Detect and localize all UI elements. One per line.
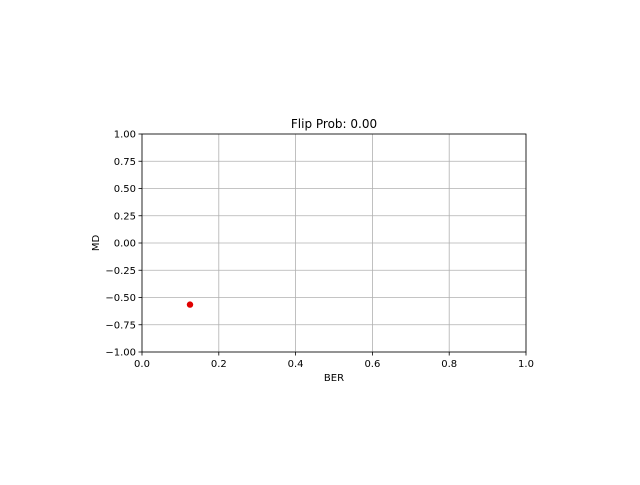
- x-tick-label: 0.2: [211, 359, 227, 370]
- y-tick-label: 1.00: [114, 130, 136, 141]
- chart-title: Flip Prob: 0.00: [291, 117, 377, 131]
- y-tick-label: −0.75: [105, 320, 136, 331]
- y-tick-label: −1.00: [105, 348, 136, 359]
- x-tick-label: 0.4: [288, 359, 304, 370]
- x-axis-ticks: 0.0 0.2 0.4 0.6 0.8 1.0: [134, 352, 534, 370]
- data-points: [186, 301, 194, 308]
- x-tick: 0.6: [364, 352, 380, 370]
- y-tick-label: −0.25: [105, 266, 136, 277]
- x-tick-label: 0.8: [441, 359, 457, 370]
- x-tick: 0.8: [441, 352, 457, 370]
- y-tick: −1.00: [105, 348, 142, 359]
- y-tick: −0.50: [105, 293, 142, 304]
- y-tick-label: −0.50: [105, 293, 136, 304]
- y-tick: −0.25: [105, 266, 142, 277]
- y-tick: 0.50: [114, 184, 142, 195]
- y-tick: −0.75: [105, 320, 142, 331]
- y-axis-ticks: −1.00 −0.75 −0.50 −0.25 0.00 0.25 0.50 0.75 1.00: [105, 130, 142, 359]
- y-tick-label: 0.50: [114, 184, 136, 195]
- y-tick: 0.25: [114, 211, 142, 222]
- y-tick-label: 0.75: [114, 157, 136, 168]
- x-tick: 0.4: [288, 352, 304, 370]
- x-axis-label: BER: [324, 373, 344, 384]
- x-tick: 1.0: [518, 352, 534, 370]
- data-point: [186, 301, 194, 308]
- x-tick-label: 0.0: [134, 359, 150, 370]
- grid-lines: [141, 133, 527, 353]
- y-tick: 0.00: [114, 239, 142, 250]
- y-tick-label: 0.25: [114, 211, 136, 222]
- y-tick-label: 0.00: [114, 239, 136, 250]
- x-tick: 0.0: [134, 352, 150, 370]
- x-tick-label: 0.6: [364, 359, 380, 370]
- y-tick: 1.00: [114, 130, 142, 141]
- x-tick: 0.2: [211, 352, 227, 370]
- y-axis-label: MD: [91, 235, 102, 252]
- x-tick-label: 1.0: [518, 359, 534, 370]
- y-tick: 0.75: [114, 157, 142, 168]
